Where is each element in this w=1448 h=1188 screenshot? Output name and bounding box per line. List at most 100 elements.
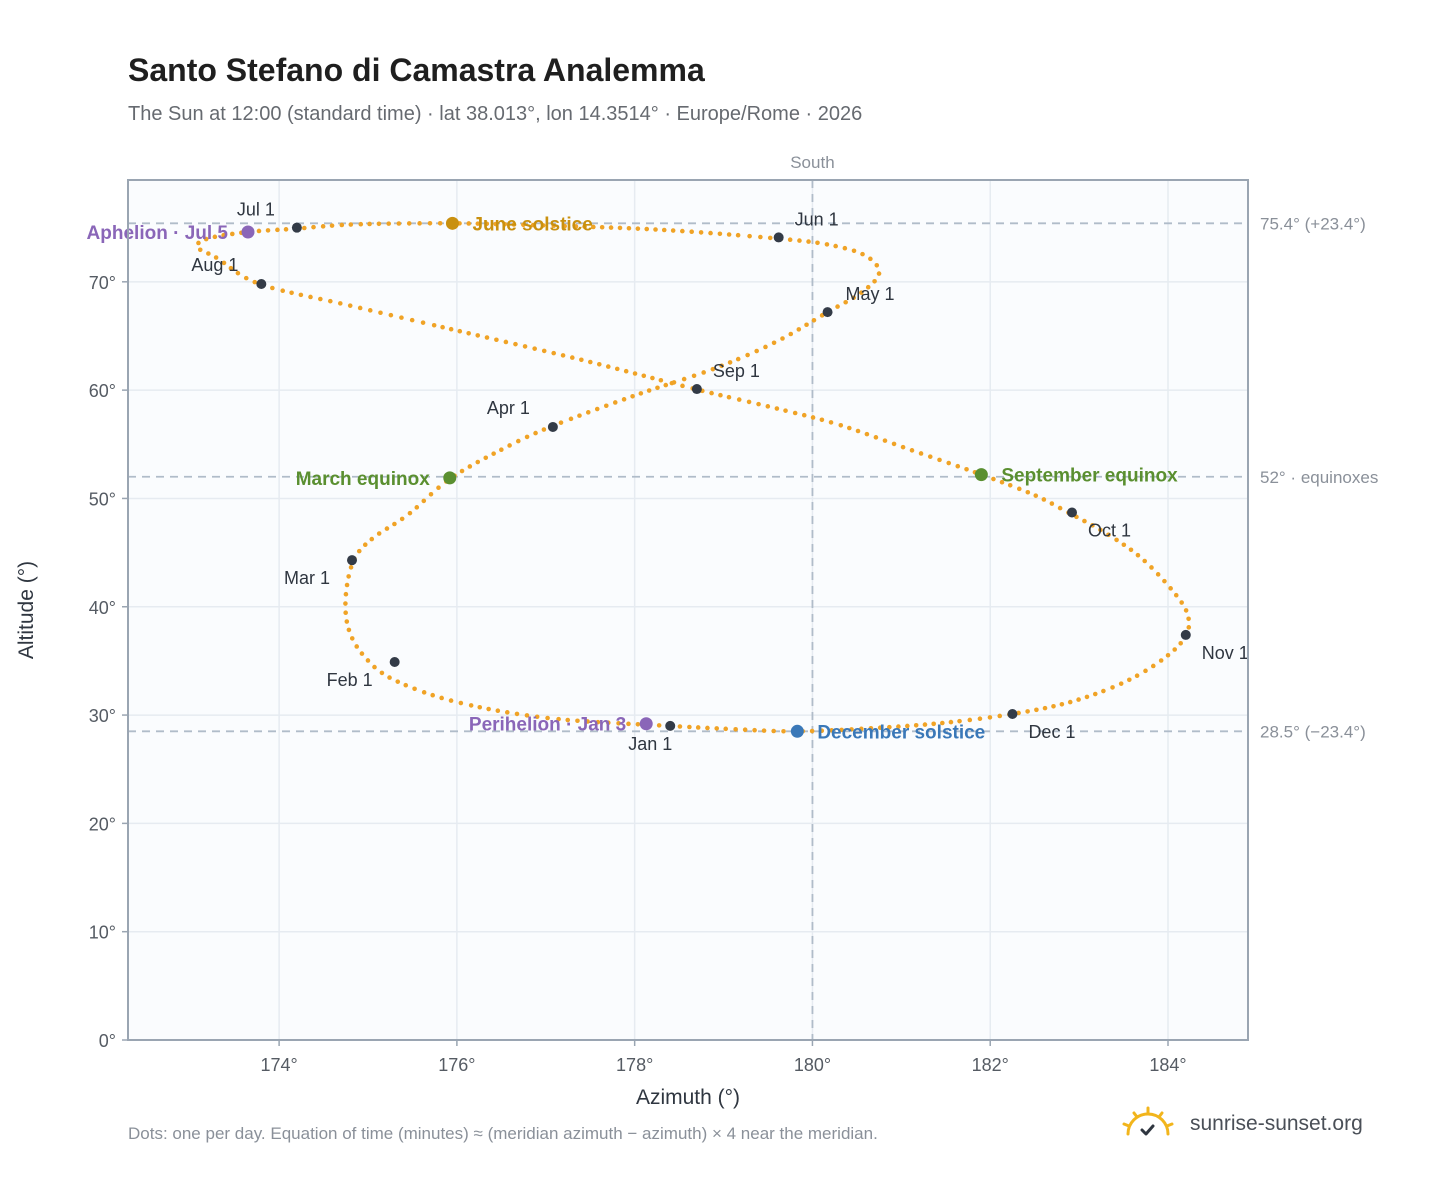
month-label: Aug 1 [191,255,238,275]
daily-dot [365,658,371,663]
daily-dot [698,230,704,235]
daily-dot [650,375,655,381]
daily-dot [493,221,499,227]
daily-dot [905,723,910,729]
daily-dot [909,448,915,453]
daily-dot [569,355,575,360]
y-tick-label: 0° [99,1031,116,1051]
daily-dot [754,348,759,354]
daily-dot [957,718,962,724]
daily-dot [354,644,360,649]
daily-dot [439,695,444,701]
daily-dot [230,231,235,237]
reference-line-label: 75.4° (+23.4°) [1260,214,1366,233]
month-marker [822,307,833,318]
daily-dot [726,394,732,400]
daily-dot [663,382,669,388]
daily-dot [695,725,701,730]
daily-dot [475,459,481,465]
daily-dot [849,727,854,732]
daily-dot [221,260,227,266]
daily-dot [868,725,874,731]
daily-dot [940,720,945,726]
daily-dot [483,455,489,461]
daily-dot [1173,592,1179,598]
daily-dot [504,710,510,715]
daily-dot [788,331,794,337]
daily-dot [710,366,716,372]
daily-dot [346,574,351,579]
daily-dot [1158,658,1164,663]
daily-dot [265,228,271,233]
daily-dot [819,728,825,734]
daily-dot [719,363,724,369]
daily-dot [346,627,352,633]
daily-dot [343,610,348,616]
daily-dot [621,397,627,402]
daily-dot [638,391,644,396]
daily-dot [846,425,852,431]
daily-dot [320,224,326,229]
daily-dot [810,415,816,420]
daily-dot [967,717,973,723]
daily-dot [384,526,390,531]
daily-dot [213,255,219,260]
daily-dot [882,438,888,443]
x-tick-label: 184° [1149,1055,1186,1075]
daily-dot [318,296,323,302]
daily-dot [533,430,538,436]
daily-dot [723,726,729,732]
daily-dot [946,460,952,466]
daily-dot [348,222,354,227]
daily-dot [524,434,530,440]
daily-dot [1025,709,1030,714]
daily-dot [1041,497,1047,502]
month-label: Mar 1 [284,568,330,588]
daily-dot [1114,537,1119,543]
daily-dot [1127,677,1132,683]
daily-dot [308,294,313,300]
daily-dot [1084,694,1090,700]
daily-dot [656,723,662,728]
month-marker [389,656,400,667]
daily-dot [787,237,793,243]
daily-dot [577,413,582,418]
month-label: Apr 1 [487,398,530,418]
daily-dot [616,721,621,726]
daily-dot [626,225,632,231]
daily-dot [1092,691,1098,697]
daily-dot [1143,668,1148,674]
daily-dot [1168,586,1173,591]
daily-dot [851,248,857,254]
daily-dot [387,675,392,680]
daily-dot [804,322,809,328]
daily-dot [824,242,830,247]
daily-dot [551,350,557,356]
daily-dot [1162,578,1167,584]
daily-dot [767,235,773,241]
daily-dot [558,420,564,425]
daily-dot [1128,547,1134,553]
daily-dot [828,420,834,425]
daily-dot [1172,647,1178,652]
daily-dot [376,531,382,536]
daily-dot [409,317,415,323]
daily-dot [797,238,802,243]
daily-dot [594,406,600,412]
daily-dot [701,370,706,375]
daily-dot [406,221,412,226]
daily-dot [733,726,738,732]
daily-dot [495,708,501,714]
daily-dot [780,336,785,341]
month-marker [1007,708,1018,719]
daily-dot [727,360,733,365]
daily-dot [859,290,864,295]
daily-dot [792,410,798,416]
daily-dot [623,368,629,374]
daily-dot [765,404,771,409]
x-tick-label: 176° [438,1055,475,1075]
brand[interactable]: sunrise-sunset.org [1120,1104,1363,1144]
daily-dot [289,290,294,296]
daily-dot [228,265,234,271]
event-marker [639,717,653,731]
